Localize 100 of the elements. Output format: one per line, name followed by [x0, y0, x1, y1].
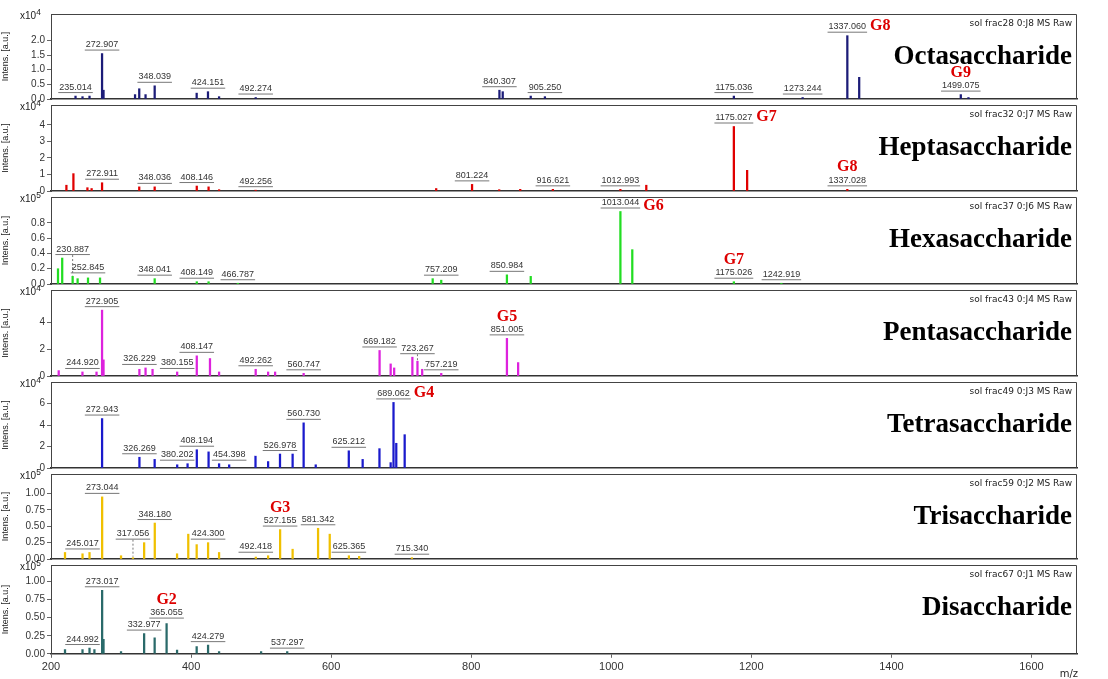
annotation: 408.147 — [180, 341, 214, 352]
annotation: 1175.036 — [715, 81, 753, 92]
bar — [411, 356, 414, 376]
bar — [619, 211, 622, 284]
annotation: 851.005 — [490, 323, 524, 334]
bar — [153, 85, 156, 99]
y-tick-label: 0.75 — [25, 503, 46, 515]
y-tick-label: 1.0 — [31, 63, 46, 75]
y-tick-label: 1.00 — [25, 487, 46, 499]
annotation: 332.977 — [127, 619, 161, 630]
text: sol frac37 0:J6 MS Raw — [969, 201, 1072, 211]
annotation: 245.017 — [66, 537, 99, 548]
bar — [195, 544, 198, 559]
bar — [846, 35, 849, 99]
annotation: 235.014 — [59, 81, 92, 92]
bar — [81, 371, 84, 376]
bar — [143, 542, 146, 559]
x-axis-title: m/z — [1059, 668, 1078, 679]
annotation: 689.062 — [377, 387, 410, 398]
bar — [93, 649, 96, 654]
y-tick-label: 0.8 — [31, 216, 46, 228]
y-tick-label: 0.75 — [25, 593, 46, 605]
bar — [378, 448, 381, 468]
y-axis-title: Intens. [a.u.] — [0, 491, 10, 542]
y-tick-label: 0.00 — [25, 647, 46, 659]
text: Tetrasaccharide — [887, 408, 1072, 439]
x-tick-label: 1600 — [1019, 660, 1044, 673]
text: Pentasaccharide — [883, 316, 1072, 347]
y-axis-title: Intens. [a.u.] — [0, 123, 10, 173]
annotation: 424.151 — [191, 77, 225, 88]
annotation: 625.365 — [332, 541, 366, 552]
annotation: 272.943 — [85, 404, 119, 415]
y-tick-label: 6 — [39, 397, 46, 409]
bar — [732, 281, 735, 284]
annotation: 1499.075 — [942, 80, 980, 91]
bar — [144, 367, 147, 376]
annotation: 492.418 — [239, 541, 273, 552]
bar — [501, 91, 504, 99]
text: Hexasaccharide — [889, 223, 1072, 254]
y-tick-label: 0.50 — [25, 611, 46, 623]
annotation: 492.262 — [239, 354, 272, 365]
bar — [133, 94, 137, 99]
bar — [138, 368, 141, 376]
bar — [207, 281, 210, 284]
annotation: 527.155 — [263, 515, 297, 526]
bar — [266, 461, 270, 468]
x-tick-label: 400 — [181, 660, 201, 673]
annotation: G4 — [413, 382, 435, 400]
y-tick-label: 2 — [39, 151, 46, 163]
y-axis-title: Intens. [a.u.] — [0, 400, 10, 450]
annotation: G5 — [496, 306, 518, 324]
annotation: 1337.060 — [828, 21, 867, 32]
x-tick-label: 600 — [321, 660, 341, 673]
bar — [392, 402, 395, 468]
annotation: 840.307 — [483, 75, 516, 86]
bar — [645, 184, 648, 191]
annotation: 317.056 — [116, 528, 150, 539]
annotation: 326.269 — [123, 442, 156, 453]
bar — [207, 451, 210, 468]
annotation: 348.041 — [138, 264, 171, 275]
text: Heptasaccharide — [878, 131, 1072, 162]
bar — [302, 372, 305, 376]
x-tick-label: 1400 — [879, 660, 904, 673]
bar — [217, 463, 221, 468]
bar — [65, 184, 68, 191]
annotation: 424.300 — [191, 528, 225, 539]
y-tick-label: 3 — [39, 135, 46, 147]
bar — [254, 455, 257, 468]
bar — [95, 371, 98, 376]
annotation: 537.297 — [270, 637, 304, 648]
bar — [88, 552, 91, 559]
annotation: 466.787 — [221, 268, 255, 279]
annotation: 230.887 — [56, 243, 89, 254]
annotation: 273.044 — [85, 482, 119, 493]
annotation: 272.907 — [85, 39, 119, 50]
bar — [498, 89, 501, 99]
annotation: 669.182 — [363, 335, 396, 346]
bar — [207, 186, 210, 191]
annotation: 526.978 — [263, 439, 297, 450]
bar — [347, 555, 351, 559]
annotation: G7 — [756, 106, 777, 124]
y-axis-title: Intens. [a.u.] — [0, 308, 10, 358]
bar — [81, 96, 84, 99]
y-tick-label: 2 — [39, 440, 46, 452]
annotation: 715.340 — [395, 543, 429, 554]
annotation: 1242.919 — [762, 268, 801, 279]
annotation: G8 — [870, 15, 891, 33]
bar — [195, 281, 198, 284]
text: sol frac59 0:J2 MS Raw — [969, 478, 1072, 488]
annotation: 272.911 — [86, 168, 118, 179]
bar — [347, 450, 350, 468]
annotation: 380.155 — [160, 357, 194, 368]
annotation: 1175.027 — [715, 111, 753, 122]
y-tick-label: 4 — [39, 418, 46, 430]
bar — [175, 553, 179, 559]
y-tick-label: 1 — [39, 168, 46, 180]
bar — [119, 555, 123, 559]
bar — [57, 370, 60, 376]
bar — [206, 542, 210, 559]
x-tick-label: 200 — [41, 660, 61, 673]
